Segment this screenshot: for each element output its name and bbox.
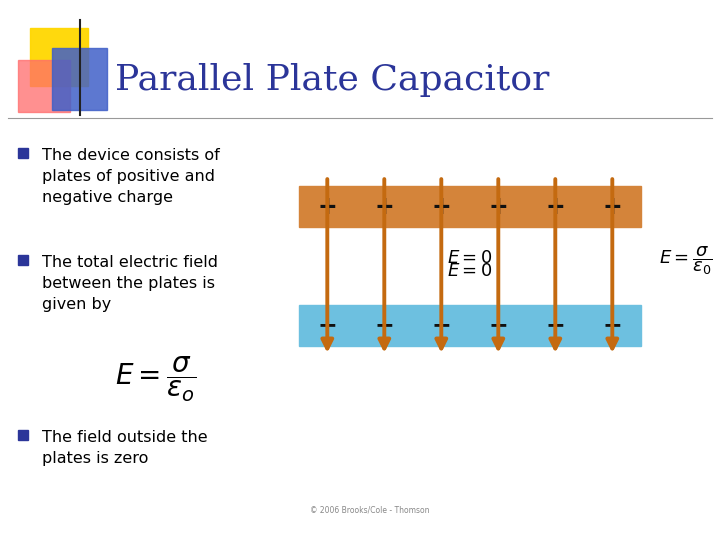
- Text: © 2006 Brooks/Cole - Thomson: © 2006 Brooks/Cole - Thomson: [310, 505, 430, 515]
- Text: +: +: [546, 194, 565, 219]
- Text: −: −: [431, 313, 451, 338]
- Text: −: −: [603, 313, 622, 338]
- Text: +: +: [431, 194, 451, 219]
- Text: −: −: [374, 313, 394, 338]
- Text: The total electric field
between the plates is
given by: The total electric field between the pla…: [42, 255, 218, 312]
- Text: $E = 0$: $E = 0$: [447, 249, 492, 267]
- Bar: [18, 60, 70, 112]
- Text: −: −: [546, 313, 565, 338]
- Text: +: +: [318, 194, 337, 219]
- Bar: [18, 255, 28, 265]
- Text: The device consists of
plates of positive and
negative charge: The device consists of plates of positiv…: [42, 148, 220, 205]
- Text: Parallel Plate Capacitor: Parallel Plate Capacitor: [115, 63, 549, 97]
- Text: +: +: [488, 194, 508, 219]
- Bar: [299, 305, 641, 346]
- Text: −: −: [488, 313, 508, 338]
- Text: $E = \dfrac{\sigma}{\epsilon_0}$: $E = \dfrac{\sigma}{\epsilon_0}$: [659, 245, 713, 277]
- Bar: [52, 48, 107, 110]
- Text: +: +: [374, 194, 394, 219]
- Bar: [30, 28, 88, 86]
- Text: $E = \dfrac{\sigma}{\varepsilon_o}$: $E = \dfrac{\sigma}{\varepsilon_o}$: [115, 355, 197, 404]
- Bar: [18, 148, 28, 158]
- Text: $E = 0$: $E = 0$: [447, 262, 492, 280]
- Bar: [18, 430, 28, 440]
- Text: The field outside the
plates is zero: The field outside the plates is zero: [42, 430, 207, 466]
- Text: +: +: [603, 194, 622, 219]
- Bar: [299, 186, 641, 227]
- Text: −: −: [318, 313, 337, 338]
